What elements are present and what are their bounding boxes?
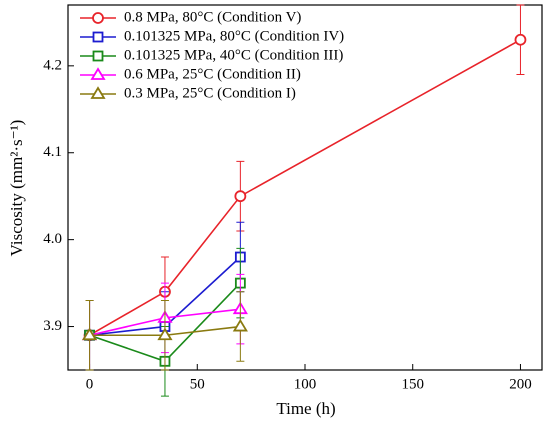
legend-label: 0.101325 MPa, 40°C (Condition III): [124, 47, 343, 63]
plot-frame: [67, 4, 543, 371]
y-tick-label: 4.2: [43, 57, 62, 73]
data-point: [157, 327, 173, 341]
legend-marker: [92, 12, 104, 24]
legend-label: 0.8 MPa, 80°C (Condition V): [124, 9, 301, 25]
legend-marker: [90, 67, 106, 80]
x-tick-label: 100: [294, 376, 317, 392]
legend-label: 0.3 MPa, 25°C (Condition I): [124, 85, 296, 101]
y-tick-label: 4.0: [43, 231, 62, 247]
x-tick-label: 150: [401, 376, 424, 392]
legend-marker: [90, 86, 106, 99]
data-point: [234, 190, 247, 203]
y-tick-label: 4.1: [43, 144, 62, 160]
x-tick-label: 200: [509, 376, 532, 392]
y-tick-label: 3.9: [43, 318, 62, 334]
data-point: [81, 327, 98, 341]
x-tick-label: 0: [86, 376, 94, 392]
legend-marker: [92, 31, 104, 43]
legend-label: 0.101325 MPa, 80°C (Condition IV): [124, 28, 344, 44]
data-point: [514, 33, 527, 46]
y-axis-label: Viscosity (mm²·s⁻¹): [7, 120, 26, 257]
legend-marker: [92, 50, 104, 62]
x-axis-label: Time (h): [276, 399, 335, 418]
x-tick-label: 50: [190, 376, 205, 392]
series-line: [89, 39, 521, 336]
data-point: [232, 318, 248, 332]
legend-label: 0.6 MPa, 25°C (Condition II): [124, 66, 301, 82]
